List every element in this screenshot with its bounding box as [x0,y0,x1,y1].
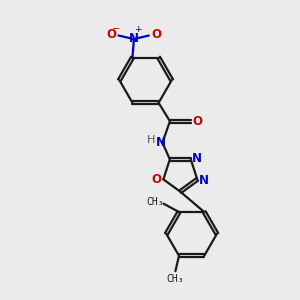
Text: CH₃: CH₃ [146,197,164,207]
Text: H: H [147,135,155,145]
Text: N: N [129,32,139,45]
Text: O: O [106,28,116,41]
Text: N: N [156,136,166,149]
Text: N: N [192,152,202,165]
Text: O: O [151,28,161,41]
Text: O: O [152,173,162,186]
Text: N: N [199,174,209,187]
Text: O: O [192,115,202,128]
Text: +: + [134,25,142,34]
Text: −: − [112,24,121,34]
Text: CH₃: CH₃ [167,274,184,284]
